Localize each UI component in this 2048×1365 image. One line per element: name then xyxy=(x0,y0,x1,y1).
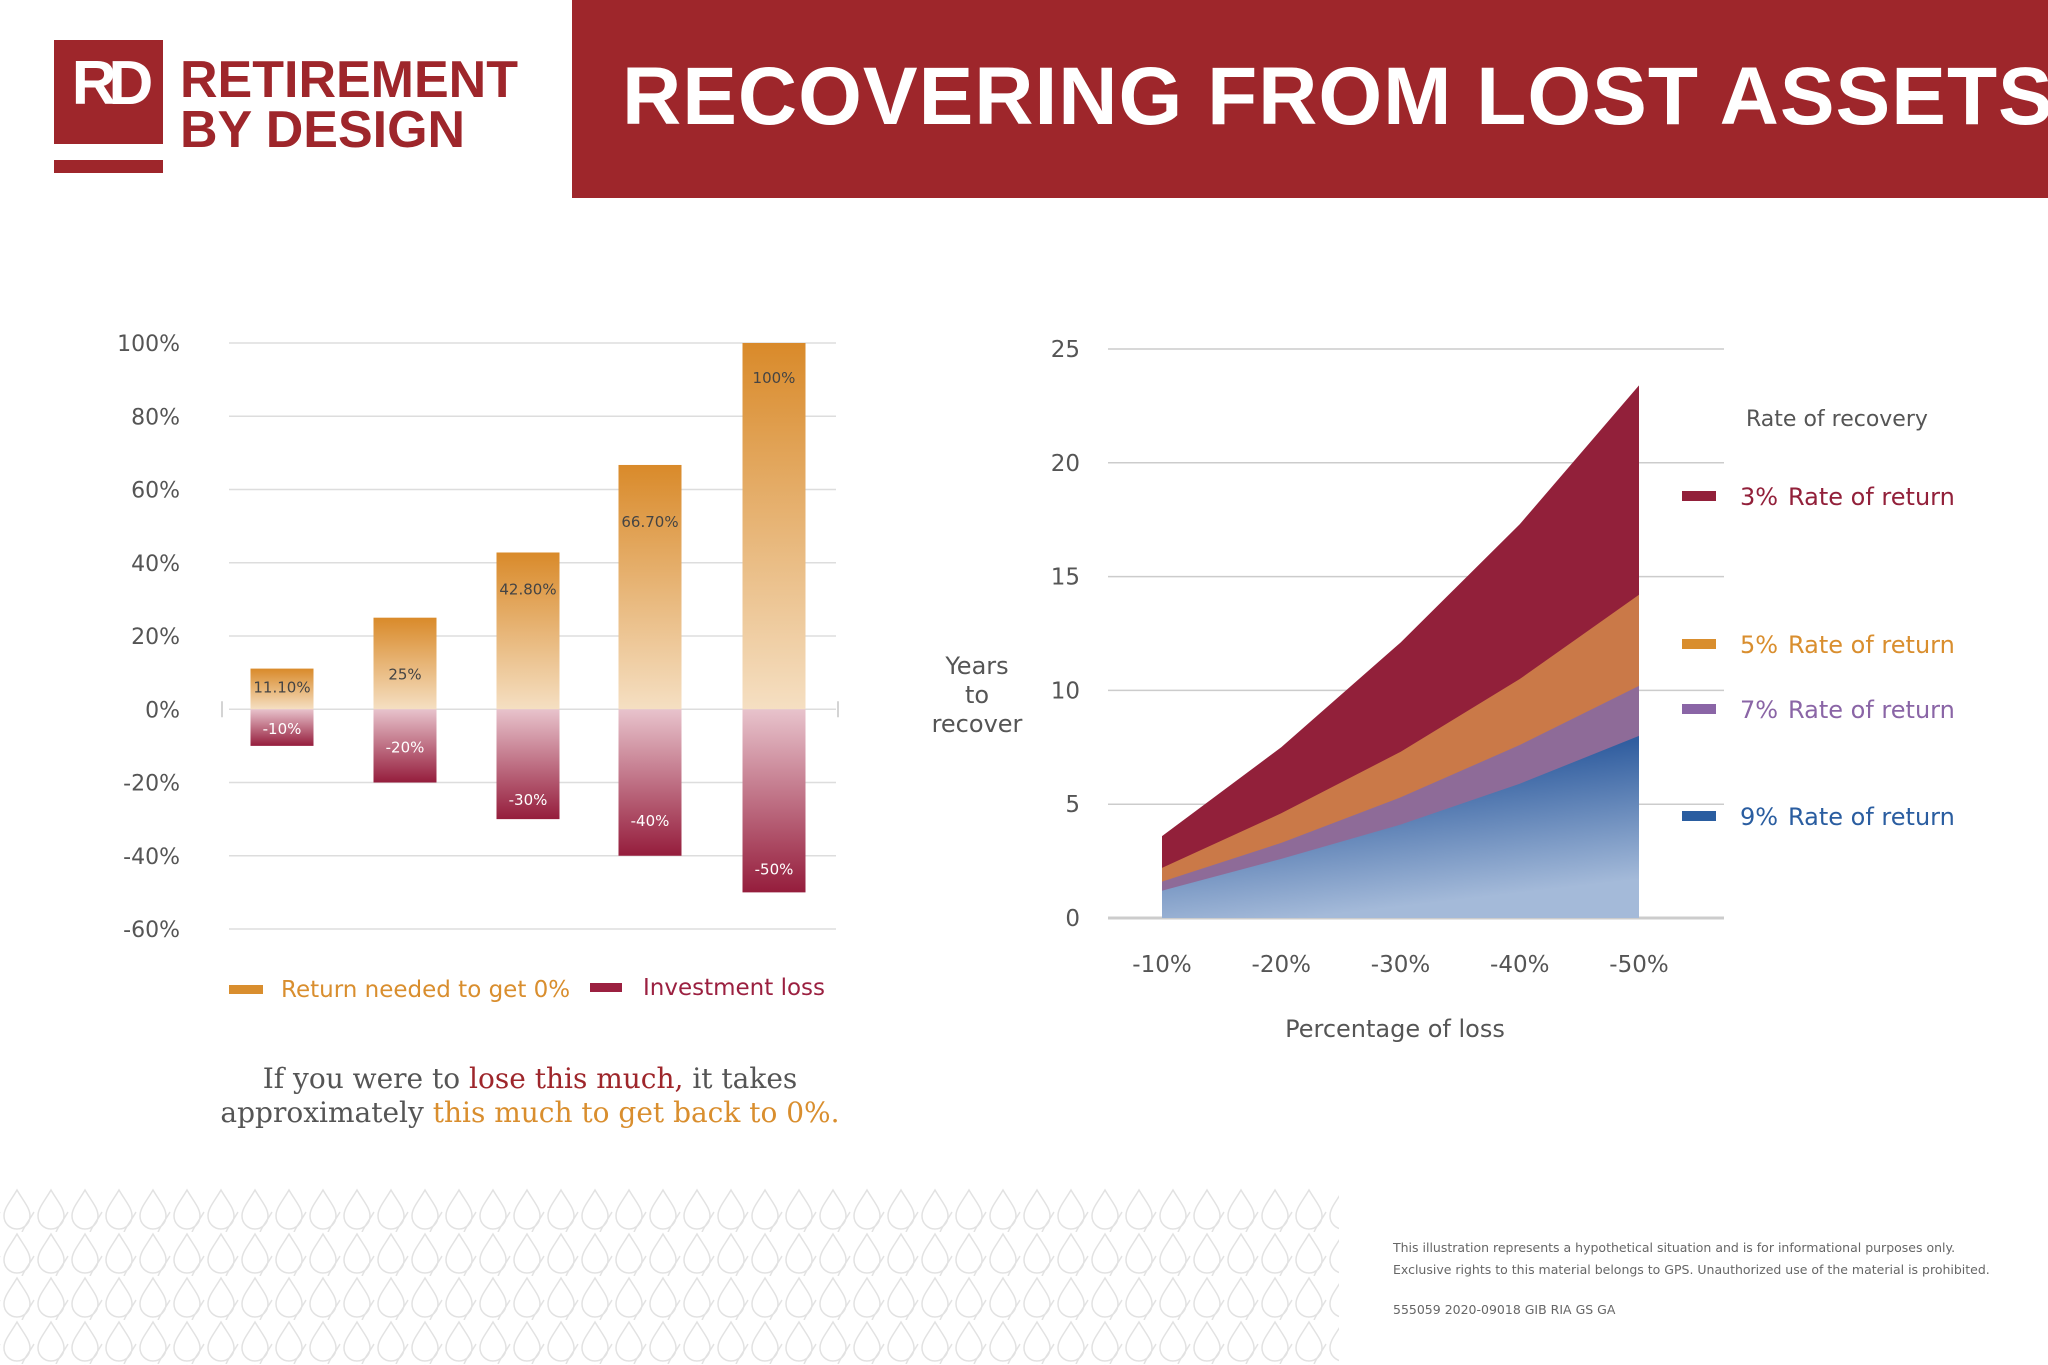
y-tick-label: 10 xyxy=(1051,678,1080,704)
bar-investment-loss xyxy=(373,709,437,783)
data-label-return: 25% xyxy=(388,666,421,684)
x-tick-label: -10% xyxy=(1132,952,1191,978)
y-tick-label: 15 xyxy=(1051,565,1080,591)
legend-rate: 5% xyxy=(1740,631,1778,659)
data-label-loss: -20% xyxy=(386,739,425,757)
decorative-pattern xyxy=(0,1188,1339,1365)
caption-text: it takes xyxy=(683,1062,798,1095)
bar-return-needed xyxy=(250,668,314,710)
bar-return-needed xyxy=(496,552,560,710)
data-label-loss: -50% xyxy=(755,860,794,878)
legend-title: Rate of recovery xyxy=(1746,407,1928,432)
disclaimer-line2: Exclusive rights to this material belong… xyxy=(1393,1262,1990,1277)
legend-swatch xyxy=(1682,639,1716,649)
y-tick-label: 20 xyxy=(1051,451,1080,477)
legend-label-loss: Investment loss xyxy=(643,975,825,1001)
data-label-loss: -40% xyxy=(631,812,670,830)
logo-mark: RD xyxy=(71,49,154,118)
area-series-9% xyxy=(1162,735,1639,918)
y-tick-label: 20% xyxy=(131,625,180,650)
legend-rate: 3% xyxy=(1740,483,1778,511)
bar-investment-loss xyxy=(250,709,314,746)
y-tick-label: 60% xyxy=(131,479,180,504)
y-tick-label: 5 xyxy=(1065,792,1080,818)
data-label-return: 11.10% xyxy=(253,679,310,697)
legend-swatch-loss xyxy=(590,983,622,992)
y-axis-label: recover xyxy=(932,710,1023,738)
legend-swatch xyxy=(1682,704,1716,714)
y-axis-label: Years xyxy=(944,652,1008,680)
y-tick-label: 0 xyxy=(1065,906,1080,932)
legend-rate: 9% xyxy=(1740,803,1778,831)
x-tick-label: -40% xyxy=(1490,952,1549,978)
bar-chart: 100% 80% 60% 40% 20% 0% -20% -40% -60% 11.10% -10%… xyxy=(117,332,839,1003)
logo-box xyxy=(54,40,163,144)
x-tick-label: -20% xyxy=(1252,952,1311,978)
footer-code: 555059 2020-09018 GIB RIA GS GA xyxy=(1393,1302,1616,1317)
caption-highlight-return: this much to get back to 0%. xyxy=(432,1096,840,1129)
y-tick-label: -60% xyxy=(123,918,180,943)
header-band xyxy=(572,0,2048,198)
legend-label: Rate of return xyxy=(1788,483,1955,511)
y-tick-label: 25 xyxy=(1051,337,1080,363)
legend-swatch xyxy=(1682,491,1716,501)
bar-return-needed xyxy=(373,617,437,710)
x-tick-label: -50% xyxy=(1609,952,1668,978)
disclaimer-line1: This illustration represents a hypotheti… xyxy=(1393,1240,1956,1255)
bar-investment-loss xyxy=(618,709,682,856)
y-tick-label: -40% xyxy=(123,845,180,870)
legend-swatch xyxy=(1682,811,1716,821)
caption-text: If you were to xyxy=(262,1062,470,1095)
page-title: RECOVERING FROM LOST ASSETS xyxy=(622,51,2048,142)
caption-text: approximately xyxy=(220,1096,433,1129)
bar-return-needed xyxy=(618,464,682,710)
legend-swatch-return xyxy=(229,985,263,994)
logo-text-line2: BY DESIGN xyxy=(180,101,466,159)
area-chart: 0 5 10 15 20 25 -10% -20% -30% -40% -50% Percentage… xyxy=(932,337,1955,1043)
data-label-return: 42.80% xyxy=(499,580,556,598)
y-tick-label: 100% xyxy=(117,332,180,357)
data-label-return: 66.70% xyxy=(621,513,678,531)
y-axis-label: to xyxy=(965,681,989,709)
legend-rate: 7% xyxy=(1740,696,1778,724)
x-tick-label: -30% xyxy=(1371,952,1430,978)
legend-label-return: Return needed to get 0% xyxy=(281,977,570,1003)
bar-investment-loss xyxy=(742,709,806,893)
caption-line2: approximately this much to get back to 0… xyxy=(130,1096,930,1129)
y-tick-label: 80% xyxy=(131,405,180,430)
logo-text-line1: RETIREMENT xyxy=(180,51,518,109)
y-tick-label: 0% xyxy=(145,698,180,723)
data-label-loss: -30% xyxy=(509,791,548,809)
legend-label: Rate of return xyxy=(1788,803,1955,831)
data-label-loss: -10% xyxy=(263,720,302,738)
caption-line1: If you were to lose this much, it takes xyxy=(130,1062,930,1095)
legend-label: Rate of return xyxy=(1788,631,1955,659)
y-tick-label: 40% xyxy=(131,552,180,577)
x-axis-label: Percentage of loss xyxy=(1285,1015,1505,1043)
bar-return-needed xyxy=(742,343,806,710)
data-label-return: 100% xyxy=(753,369,796,387)
logo-underline xyxy=(54,160,163,173)
y-tick-label: -20% xyxy=(123,772,180,797)
bar-investment-loss xyxy=(496,709,560,820)
caption-highlight-loss: lose this much, xyxy=(469,1062,684,1095)
legend-label: Rate of return xyxy=(1788,696,1955,724)
